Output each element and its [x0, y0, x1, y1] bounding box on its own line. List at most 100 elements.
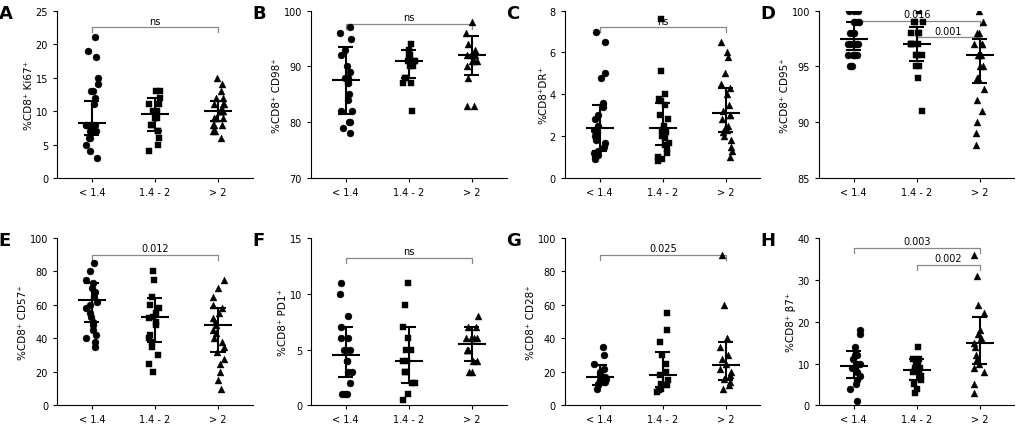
Text: 0.025: 0.025 — [648, 243, 676, 254]
Point — [88, 332, 104, 339]
Point — [851, 331, 867, 338]
Point — [467, 47, 483, 54]
Point — [152, 88, 168, 95]
Point — [403, 42, 419, 49]
Point — [206, 335, 222, 342]
Point — [141, 360, 157, 367]
Point — [339, 75, 356, 82]
Point — [208, 115, 224, 122]
Point — [339, 369, 356, 375]
Point — [851, 327, 867, 334]
Point — [718, 92, 735, 98]
Text: ns: ns — [403, 13, 414, 23]
Point — [715, 375, 732, 382]
Point — [337, 346, 354, 353]
Point — [908, 385, 924, 392]
Point — [407, 380, 423, 387]
Point — [846, 352, 862, 359]
Point — [342, 36, 359, 43]
Point — [401, 64, 418, 71]
Point — [144, 293, 160, 300]
Point — [90, 75, 106, 82]
Point — [336, 75, 353, 82]
Point — [464, 19, 480, 26]
Point — [468, 324, 484, 331]
Point — [469, 58, 485, 65]
Point — [342, 380, 359, 387]
Point — [214, 95, 230, 102]
Point — [713, 355, 730, 362]
Point — [910, 356, 926, 363]
Text: E: E — [0, 232, 11, 249]
Point — [213, 108, 229, 115]
Point — [213, 122, 229, 129]
Point — [906, 365, 922, 372]
Point — [150, 129, 166, 135]
Point — [394, 396, 411, 403]
Point — [846, 365, 862, 372]
Point — [460, 42, 476, 49]
Point — [907, 64, 923, 71]
Point — [851, 360, 867, 367]
Point — [341, 131, 358, 138]
Point — [973, 64, 989, 71]
Point — [973, 42, 989, 49]
Point — [144, 122, 160, 129]
Point — [655, 123, 672, 130]
Point — [88, 55, 104, 62]
Point — [841, 31, 857, 37]
Point — [459, 64, 475, 71]
Point — [914, 19, 930, 26]
Point — [722, 369, 739, 375]
Point — [973, 19, 989, 26]
Point — [458, 53, 474, 60]
Point — [146, 276, 162, 283]
Point — [849, 19, 865, 26]
Point — [904, 369, 920, 375]
Point — [840, 42, 856, 49]
Point — [215, 276, 231, 283]
Point — [596, 374, 612, 381]
Point — [404, 380, 420, 387]
Point — [336, 47, 353, 54]
Point — [87, 122, 103, 129]
Point — [721, 113, 738, 120]
Point — [463, 53, 479, 60]
Point — [969, 75, 985, 82]
Point — [205, 122, 221, 129]
Point — [214, 82, 230, 89]
Point — [333, 391, 350, 398]
Point — [332, 53, 348, 60]
Point — [337, 391, 354, 398]
Point — [711, 344, 728, 350]
Point — [469, 357, 485, 364]
Point — [87, 35, 103, 42]
Point — [846, 19, 862, 26]
Point — [596, 71, 612, 78]
Point — [845, 31, 861, 37]
Point — [721, 113, 738, 120]
Point — [333, 335, 350, 342]
Point — [975, 86, 991, 93]
Point — [653, 352, 669, 359]
Point — [145, 108, 161, 115]
Point — [82, 148, 98, 155]
Point — [205, 302, 221, 309]
Point — [148, 319, 164, 326]
Point — [399, 53, 416, 60]
Text: 0.016: 0.016 — [902, 10, 929, 20]
Point — [81, 48, 97, 55]
Text: C: C — [505, 5, 519, 23]
Point — [650, 96, 666, 103]
Point — [466, 53, 482, 60]
Point — [586, 133, 602, 140]
Point — [658, 327, 675, 334]
Point — [339, 97, 356, 104]
Point — [968, 356, 984, 363]
Point — [214, 108, 230, 115]
Point — [846, 42, 862, 49]
Point — [213, 108, 229, 115]
Point — [909, 31, 925, 37]
Point — [844, 356, 860, 363]
Point — [850, 19, 866, 26]
